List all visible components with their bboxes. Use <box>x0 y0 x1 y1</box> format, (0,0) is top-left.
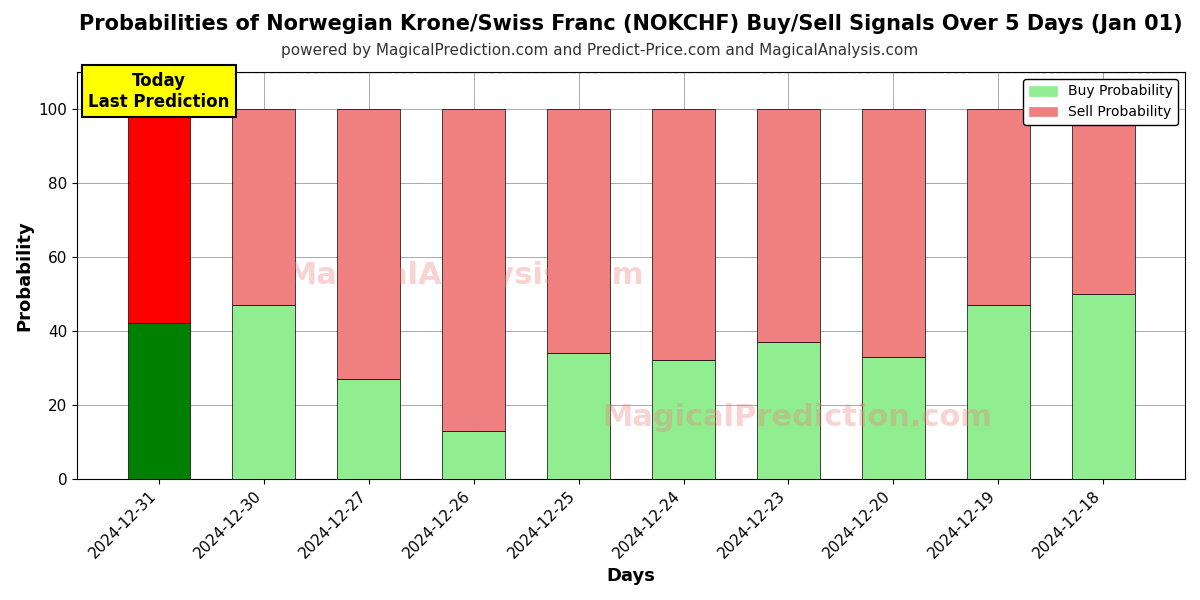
Bar <box>1072 109 1135 294</box>
Bar <box>757 109 820 342</box>
Bar <box>443 431 505 479</box>
Bar <box>337 109 401 379</box>
Bar <box>862 109 925 357</box>
Bar <box>967 305 1030 479</box>
Bar <box>337 379 401 479</box>
X-axis label: Days: Days <box>607 567 655 585</box>
Bar <box>757 342 820 479</box>
Legend: Buy Probability, Sell Probability: Buy Probability, Sell Probability <box>1024 79 1178 125</box>
Text: powered by MagicalPrediction.com and Predict-Price.com and MagicalAnalysis.com: powered by MagicalPrediction.com and Pre… <box>281 43 919 58</box>
Bar <box>547 109 610 353</box>
Bar <box>862 357 925 479</box>
Text: Today
Last Prediction: Today Last Prediction <box>89 72 229 111</box>
Bar <box>127 109 191 323</box>
Y-axis label: Probability: Probability <box>14 220 32 331</box>
Bar <box>652 109 715 361</box>
Bar <box>127 323 191 479</box>
Text: MagicalPrediction.com: MagicalPrediction.com <box>602 403 992 432</box>
Bar <box>547 353 610 479</box>
Text: MagicalAnalysis.com: MagicalAnalysis.com <box>286 261 643 290</box>
Bar <box>967 109 1030 305</box>
Bar <box>233 305 295 479</box>
Bar <box>443 109 505 431</box>
Title: Probabilities of Norwegian Krone/Swiss Franc (NOKCHF) Buy/Sell Signals Over 5 Da: Probabilities of Norwegian Krone/Swiss F… <box>79 14 1183 34</box>
Bar <box>233 109 295 305</box>
Bar <box>1072 294 1135 479</box>
Bar <box>652 361 715 479</box>
